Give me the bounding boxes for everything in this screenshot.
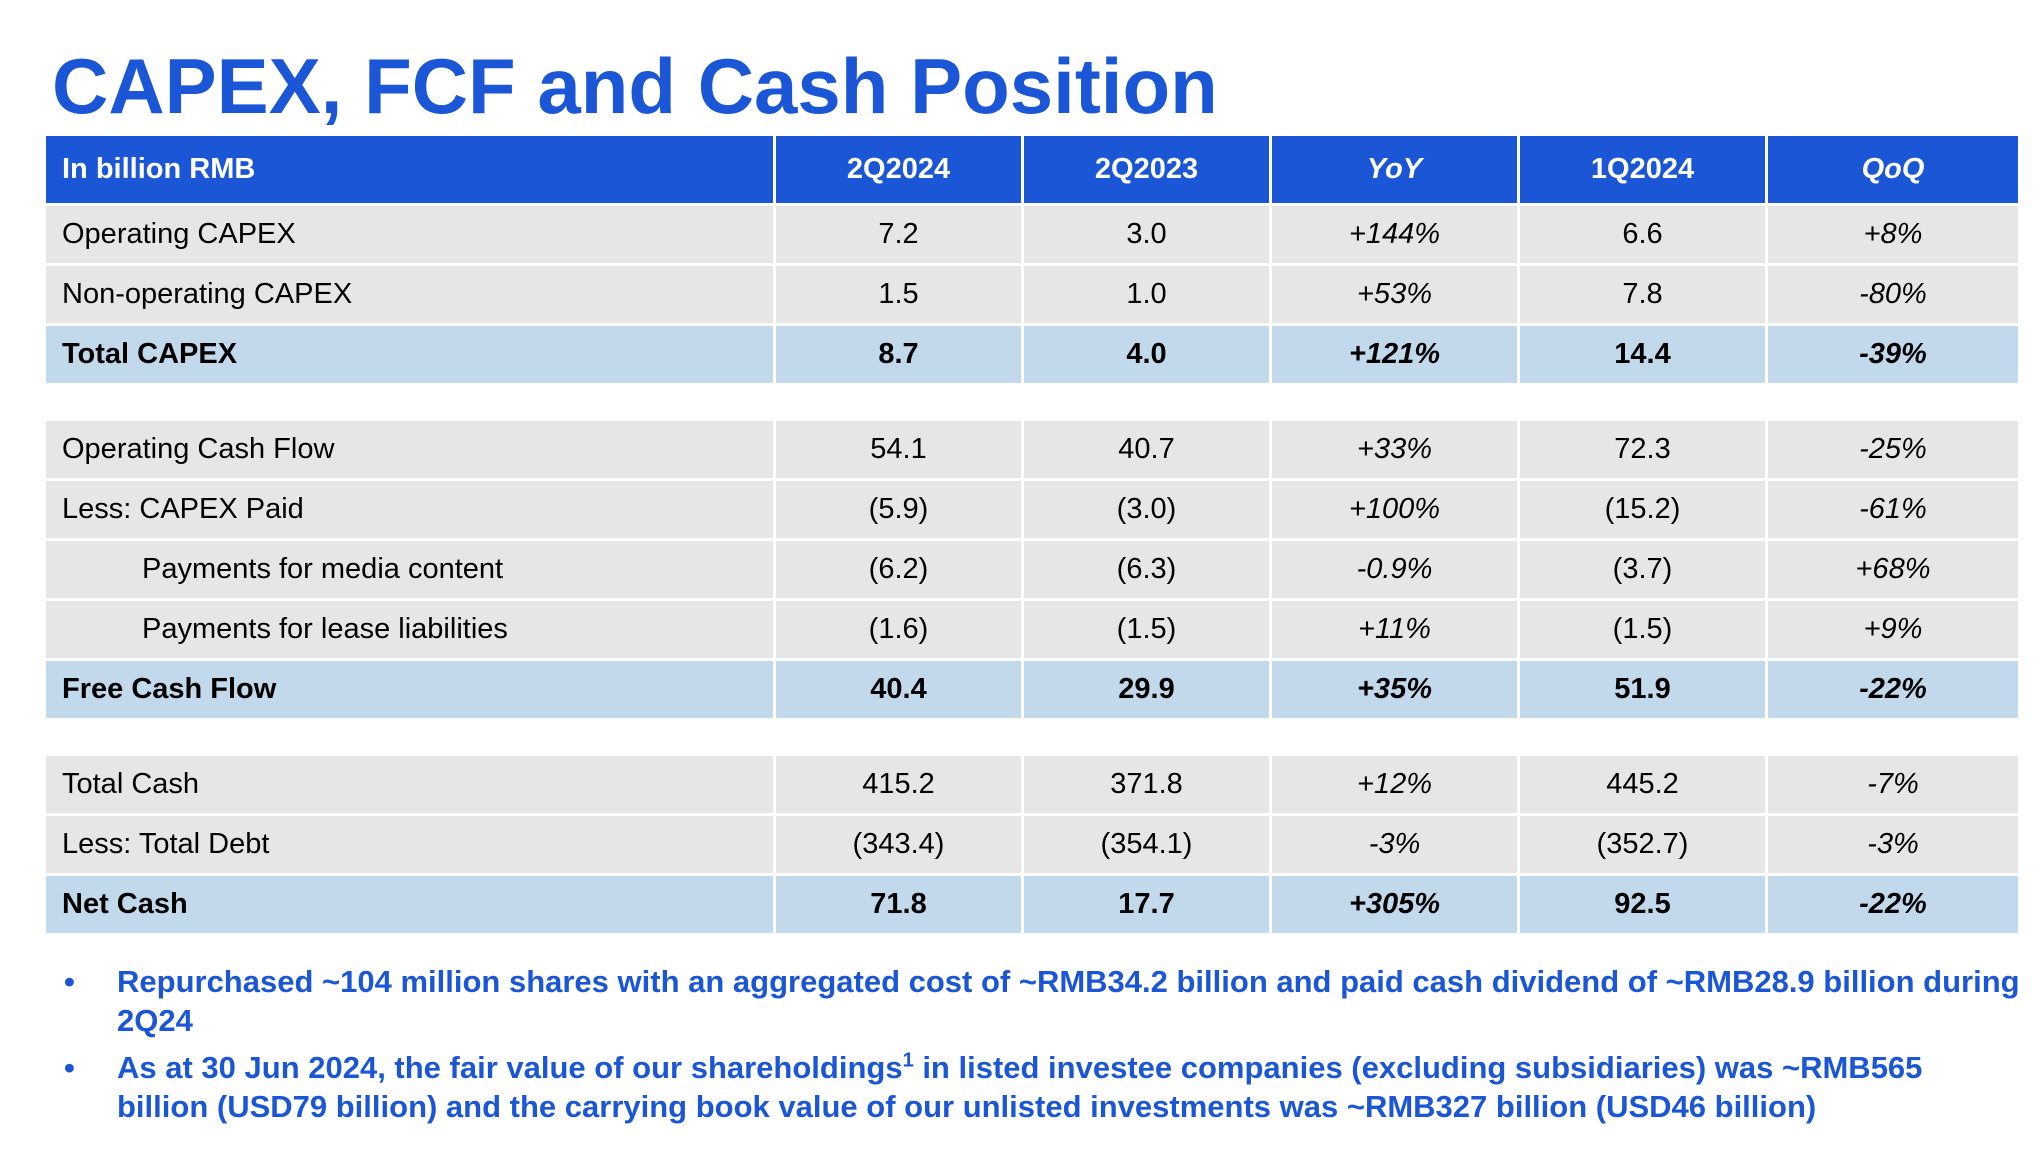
row-label: Less: CAPEX Paid bbox=[46, 481, 776, 541]
bullet-text: As at 30 Jun 2024, the fair value of our… bbox=[117, 1050, 903, 1085]
cell-1q2024: 14.4 bbox=[1520, 326, 1768, 386]
cell-yoy: -0.9% bbox=[1272, 541, 1520, 601]
cell-yoy: +35% bbox=[1272, 661, 1520, 721]
row-label: Net Cash bbox=[46, 876, 776, 936]
cell-qoq: -61% bbox=[1768, 481, 2018, 541]
cell-2q2024: (343.4) bbox=[776, 816, 1024, 876]
bullet-item-investments: • As at 30 Jun 2024, the fair value of o… bbox=[60, 1048, 2020, 1126]
cell-1q2024: 72.3 bbox=[1520, 421, 1768, 481]
cell-yoy: -3% bbox=[1272, 816, 1520, 876]
row-label: Non-operating CAPEX bbox=[46, 266, 776, 326]
cell-2q2023: (3.0) bbox=[1024, 481, 1272, 541]
cell-yoy: +121% bbox=[1272, 326, 1520, 386]
cell-qoq: +68% bbox=[1768, 541, 2018, 601]
cell-yoy: +11% bbox=[1272, 601, 1520, 661]
cell-1q2024: 445.2 bbox=[1520, 756, 1768, 816]
cell-1q2024: (352.7) bbox=[1520, 816, 1768, 876]
bullet-marker: • bbox=[64, 964, 75, 999]
cell-2q2023: 1.0 bbox=[1024, 266, 1272, 326]
cell-2q2023: (1.5) bbox=[1024, 601, 1272, 661]
table-row-total-capex: Total CAPEX 8.7 4.0 +121% 14.4 -39% bbox=[46, 326, 2018, 386]
cell-2q2023: 40.7 bbox=[1024, 421, 1272, 481]
cell-qoq: -3% bbox=[1768, 816, 2018, 876]
cell-2q2023: 17.7 bbox=[1024, 876, 1272, 936]
cell-1q2024: (15.2) bbox=[1520, 481, 1768, 541]
section-spacer bbox=[46, 721, 2018, 756]
cell-qoq: -80% bbox=[1768, 266, 2018, 326]
table-row-operating-capex: Operating CAPEX 7.2 3.0 +144% 6.6 +8% bbox=[46, 206, 2018, 266]
bullet-text: Repurchased ~104 million shares with an … bbox=[117, 964, 2020, 1038]
cell-2q2024: 71.8 bbox=[776, 876, 1024, 936]
table-row-lease-liabilities: Payments for lease liabilities (1.6) (1.… bbox=[46, 601, 2018, 661]
cell-yoy: +12% bbox=[1272, 756, 1520, 816]
page-title: CAPEX, FCF and Cash Position bbox=[52, 42, 1218, 130]
cell-1q2024: (1.5) bbox=[1520, 601, 1768, 661]
cell-yoy: +305% bbox=[1272, 876, 1520, 936]
table-row-media-content: Payments for media content (6.2) (6.3) -… bbox=[46, 541, 2018, 601]
cell-qoq: +9% bbox=[1768, 601, 2018, 661]
cell-qoq: -7% bbox=[1768, 756, 2018, 816]
cell-2q2024: (6.2) bbox=[776, 541, 1024, 601]
footnote-marker: 1 bbox=[902, 1049, 914, 1072]
table-row-free-cash-flow: Free Cash Flow 40.4 29.9 +35% 51.9 -22% bbox=[46, 661, 2018, 721]
cell-yoy: +144% bbox=[1272, 206, 1520, 266]
cell-2q2024: (5.9) bbox=[776, 481, 1024, 541]
cell-2q2023: 3.0 bbox=[1024, 206, 1272, 266]
cell-2q2024: (1.6) bbox=[776, 601, 1024, 661]
capex-fcf-cash-table: In billion RMB 2Q2024 2Q2023 YoY 1Q2024 … bbox=[46, 136, 2018, 936]
cell-2q2023: (6.3) bbox=[1024, 541, 1272, 601]
row-label: Payments for media content bbox=[46, 541, 776, 601]
table-row-net-cash: Net Cash 71.8 17.7 +305% 92.5 -22% bbox=[46, 876, 2018, 936]
cell-yoy: +33% bbox=[1272, 421, 1520, 481]
cell-qoq: +8% bbox=[1768, 206, 2018, 266]
header-yoy: YoY bbox=[1272, 136, 1520, 206]
cell-2q2023: 371.8 bbox=[1024, 756, 1272, 816]
cell-2q2024: 8.7 bbox=[776, 326, 1024, 386]
cell-qoq: -22% bbox=[1768, 661, 2018, 721]
bullet-list: • Repurchased ~104 million shares with a… bbox=[60, 962, 2020, 1134]
cell-2q2023: 29.9 bbox=[1024, 661, 1272, 721]
cell-2q2024: 7.2 bbox=[776, 206, 1024, 266]
row-label: Total CAPEX bbox=[46, 326, 776, 386]
cell-1q2024: 6.6 bbox=[1520, 206, 1768, 266]
header-2q2024: 2Q2024 bbox=[776, 136, 1024, 206]
cell-2q2024: 54.1 bbox=[776, 421, 1024, 481]
row-label: Less: Total Debt bbox=[46, 816, 776, 876]
row-label: Payments for lease liabilities bbox=[46, 601, 776, 661]
table-row-total-debt: Less: Total Debt (343.4) (354.1) -3% (35… bbox=[46, 816, 2018, 876]
cell-2q2024: 40.4 bbox=[776, 661, 1024, 721]
table-row-operating-cash-flow: Operating Cash Flow 54.1 40.7 +33% 72.3 … bbox=[46, 421, 2018, 481]
header-unit: In billion RMB bbox=[46, 136, 776, 206]
bullet-text-continued: in listed investee companies (excluding … bbox=[117, 1050, 1923, 1124]
header-2q2023: 2Q2023 bbox=[1024, 136, 1272, 206]
table-row-non-operating-capex: Non-operating CAPEX 1.5 1.0 +53% 7.8 -80… bbox=[46, 266, 2018, 326]
section-spacer bbox=[46, 386, 2018, 421]
cell-1q2024: 51.9 bbox=[1520, 661, 1768, 721]
row-label: Free Cash Flow bbox=[46, 661, 776, 721]
row-label: Total Cash bbox=[46, 756, 776, 816]
row-label: Operating Cash Flow bbox=[46, 421, 776, 481]
cell-qoq: -39% bbox=[1768, 326, 2018, 386]
cell-2q2024: 415.2 bbox=[776, 756, 1024, 816]
table-row-total-cash: Total Cash 415.2 371.8 +12% 445.2 -7% bbox=[46, 756, 2018, 816]
table-row-capex-paid: Less: CAPEX Paid (5.9) (3.0) +100% (15.2… bbox=[46, 481, 2018, 541]
cell-2q2024: 1.5 bbox=[776, 266, 1024, 326]
cell-qoq: -25% bbox=[1768, 421, 2018, 481]
header-1q2024: 1Q2024 bbox=[1520, 136, 1768, 206]
cell-1q2024: 92.5 bbox=[1520, 876, 1768, 936]
table-header-row: In billion RMB 2Q2024 2Q2023 YoY 1Q2024 … bbox=[46, 136, 2018, 206]
cell-yoy: +100% bbox=[1272, 481, 1520, 541]
cell-1q2024: (3.7) bbox=[1520, 541, 1768, 601]
cell-qoq: -22% bbox=[1768, 876, 2018, 936]
row-label: Operating CAPEX bbox=[46, 206, 776, 266]
bullet-item-buyback: • Repurchased ~104 million shares with a… bbox=[60, 962, 2020, 1040]
cell-2q2023: 4.0 bbox=[1024, 326, 1272, 386]
cell-2q2023: (354.1) bbox=[1024, 816, 1272, 876]
header-qoq: QoQ bbox=[1768, 136, 2018, 206]
cell-yoy: +53% bbox=[1272, 266, 1520, 326]
cell-1q2024: 7.8 bbox=[1520, 266, 1768, 326]
bullet-marker: • bbox=[64, 1050, 75, 1085]
